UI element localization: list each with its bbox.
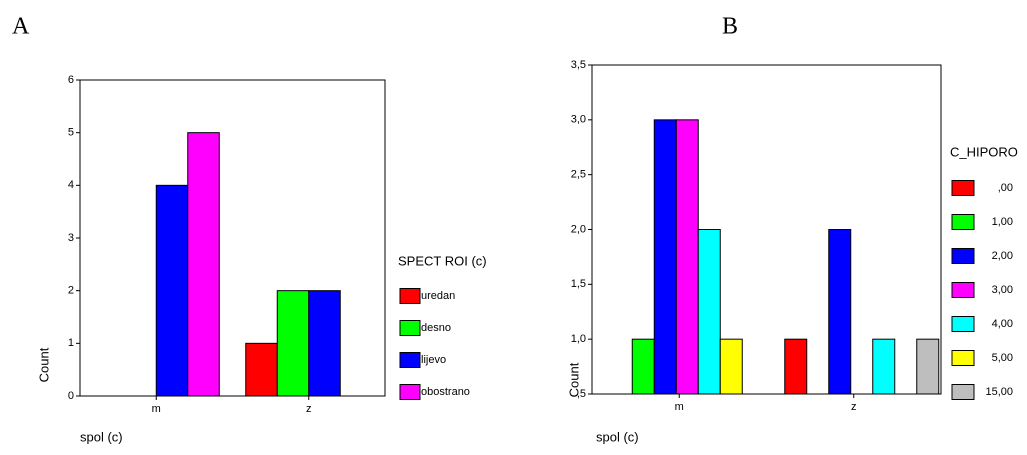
x-axis-label: spol (c) (80, 429, 123, 444)
y-axis-label: Count (566, 362, 581, 397)
legend-label: obostrano (421, 386, 470, 398)
legend-swatch (951, 282, 975, 298)
legend-swatch (951, 384, 975, 400)
legend-title: C_HIPORO (950, 144, 1018, 159)
panel-label: B (722, 14, 738, 40)
legend-label: 3,00 (992, 284, 1013, 296)
legend-label: lijevo (421, 354, 446, 366)
legend-label: uredan (421, 290, 455, 302)
y-tick-label: 0 (68, 390, 74, 402)
x-tick-label: m (152, 403, 161, 415)
legend-swatch (951, 350, 975, 366)
panel-label: A (12, 14, 30, 40)
legend-swatch (951, 214, 975, 230)
bar (916, 338, 940, 395)
bar (675, 119, 699, 395)
legend-label: 5,00 (992, 352, 1013, 364)
y-tick-label: 1,5 (571, 278, 586, 290)
bar (828, 229, 852, 395)
bar (872, 338, 896, 395)
bar (245, 342, 278, 397)
legend-label: 15,00 (985, 386, 1013, 398)
y-tick-label: 3 (68, 232, 74, 244)
legend-swatch (951, 180, 975, 196)
y-tick-label: 1,0 (571, 333, 586, 345)
bar (784, 338, 808, 395)
y-tick-label: 2 (68, 285, 74, 297)
legend-swatch (399, 384, 421, 400)
legend-swatch (399, 320, 421, 336)
y-tick-label: 3,5 (571, 59, 586, 71)
y-tick-label: 1 (68, 337, 74, 349)
legend-title: SPECT ROI (c) (398, 253, 487, 268)
y-tick-label: 2,5 (571, 169, 586, 181)
bar (697, 229, 721, 395)
legend-label: 1,00 (992, 216, 1013, 228)
x-tick-label: m (675, 401, 684, 413)
y-tick-label: 2,0 (571, 223, 586, 235)
x-axis-label: spol (c) (596, 429, 639, 444)
bar (631, 338, 655, 395)
y-axis-label: Count (36, 347, 51, 382)
bar (187, 132, 220, 397)
y-tick-label: 5 (68, 127, 74, 139)
legend-label: 2,00 (992, 250, 1013, 262)
legend-swatch (951, 316, 975, 332)
bar (653, 119, 677, 395)
legend-swatch (399, 352, 421, 368)
y-tick-label: 3,0 (571, 114, 586, 126)
y-tick-label: ,5 (577, 388, 586, 400)
bar (276, 290, 310, 397)
bar (308, 290, 341, 397)
y-tick-label: 4 (68, 179, 74, 191)
legend-label: ,00 (998, 182, 1013, 194)
legend-swatch (951, 248, 975, 264)
x-tick-label: z (306, 403, 312, 415)
x-tick-label: z (851, 401, 857, 413)
legend-label: desno (421, 322, 451, 334)
legend-swatch (399, 288, 421, 304)
y-tick-label: 6 (68, 74, 74, 86)
bar (155, 184, 189, 397)
bar (719, 338, 743, 395)
legend-label: 4,00 (992, 318, 1013, 330)
